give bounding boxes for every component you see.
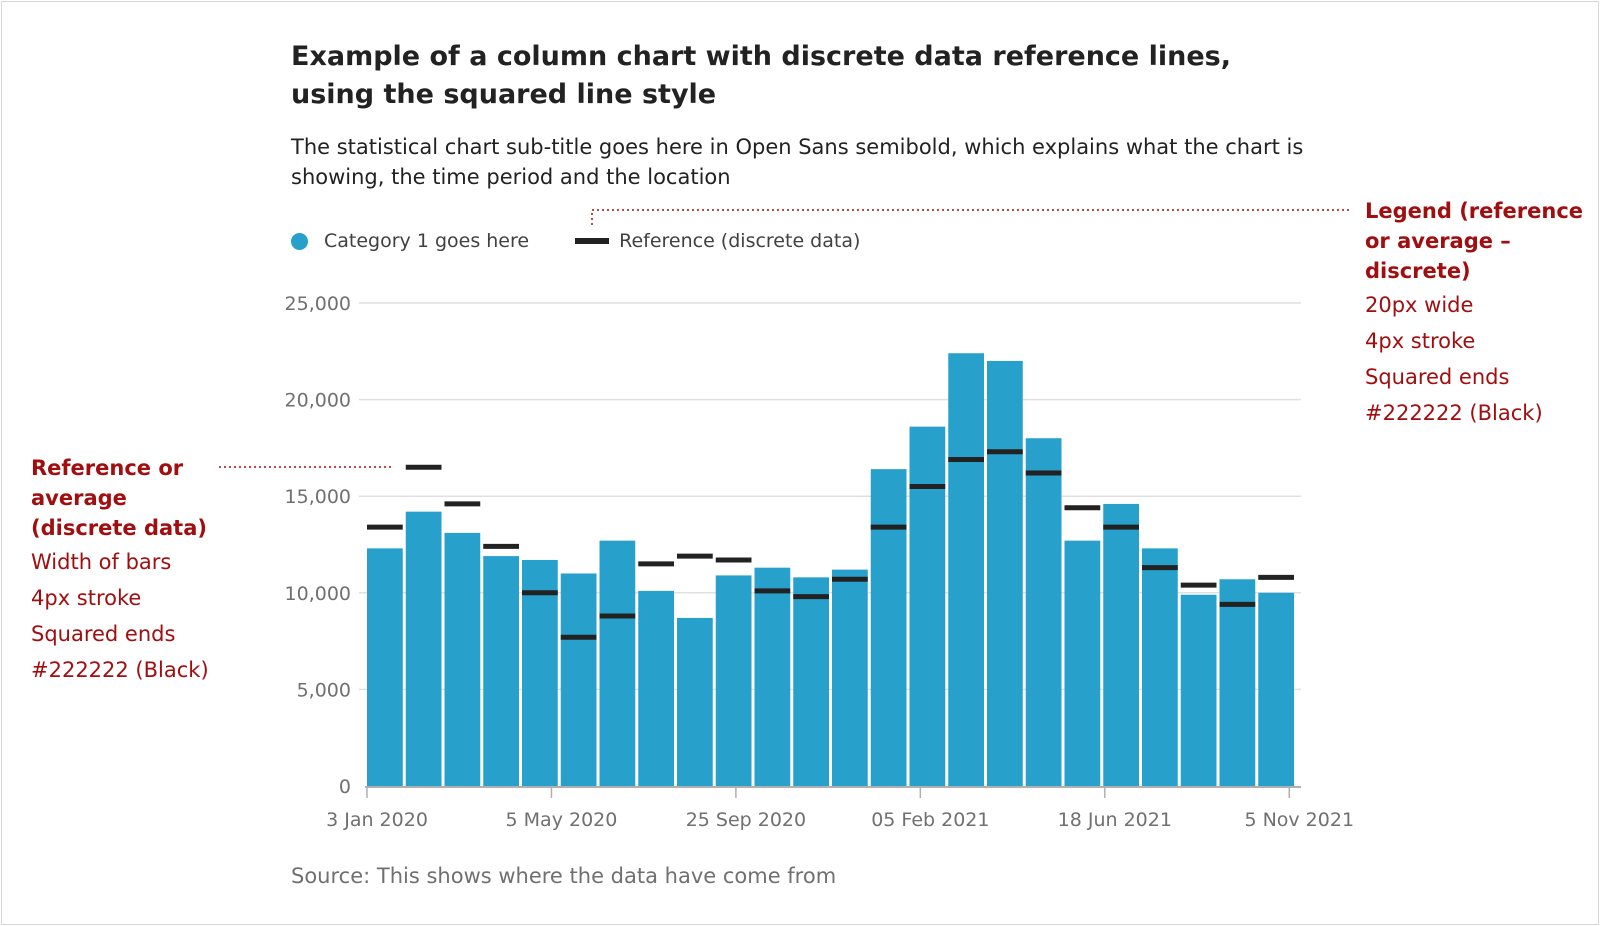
bar <box>1103 503 1139 786</box>
bar <box>1064 540 1101 786</box>
bar <box>1025 438 1062 786</box>
bar <box>599 540 636 786</box>
annotation-right-line: 20px wide <box>1365 293 1474 317</box>
annotation-right-heading: Legend (reference or average – discrete) <box>1365 199 1584 283</box>
y-tick-label: 20,000 <box>285 390 351 412</box>
legend-swatch-category-1 <box>291 232 308 250</box>
x-tick-label: 3 Jan 2020 <box>326 809 428 831</box>
bar <box>987 360 1023 786</box>
bar <box>444 532 481 786</box>
bar <box>1142 548 1178 786</box>
bar <box>1180 594 1217 786</box>
annotation-right-line: #222222 (Black) <box>1365 401 1543 425</box>
bar <box>832 569 868 786</box>
y-tick-label: 10,000 <box>285 583 351 605</box>
annotation-left-line: 4px stroke <box>31 586 142 610</box>
bar <box>793 577 829 786</box>
x-tick-label: 5 May 2020 <box>506 809 618 831</box>
chart-title: Example of a column chart with discrete … <box>291 41 1232 110</box>
x-tick-label: 25 Sep 2020 <box>686 809 806 831</box>
bar <box>677 617 713 786</box>
bar <box>909 426 946 786</box>
x-tick-label: 18 Jun 2021 <box>1058 809 1172 831</box>
bar <box>715 575 752 786</box>
annotation-left-line: Width of bars <box>31 550 172 574</box>
legend-label-category-1: Category 1 goes here <box>324 230 530 252</box>
y-tick-label: 15,000 <box>285 486 351 508</box>
legend-label-reference: Reference (discrete data) <box>619 230 861 252</box>
annotation-left-line: Squared ends <box>31 622 176 646</box>
x-tick-label: 05 Feb 2021 <box>871 809 989 831</box>
bar <box>870 469 907 786</box>
source-note: Source: This shows where the data have c… <box>291 864 837 888</box>
bar <box>1219 579 1256 786</box>
bar <box>948 353 984 786</box>
annotation-left-line: #222222 (Black) <box>31 658 209 682</box>
bar <box>522 559 558 786</box>
bar <box>754 567 791 786</box>
annotation-right-line: Squared ends <box>1365 365 1510 389</box>
bar <box>638 590 674 786</box>
x-tick-label: 5 Nov 2021 <box>1244 809 1354 831</box>
annotation-leader-right <box>591 209 1350 225</box>
chart-subtitle: The statistical chart sub-title goes her… <box>291 135 1304 189</box>
legend-swatch-reference <box>575 238 610 244</box>
annotation-left: Reference or average (discrete data) Wid… <box>31 453 221 685</box>
bar <box>1258 592 1294 786</box>
bar <box>367 548 403 786</box>
annotation-right: Legend (reference or average – discrete)… <box>1365 196 1595 428</box>
y-tick-label: 0 <box>339 776 351 798</box>
bar <box>560 573 597 786</box>
bar <box>483 556 519 786</box>
annotation-right-line: 4px stroke <box>1365 329 1476 353</box>
y-tick-label: 5,000 <box>297 679 351 701</box>
legend: Category 1 goes here Reference (discrete… <box>291 230 860 252</box>
annotation-left-heading: Reference or average (discrete data) <box>31 456 207 540</box>
bar <box>405 511 442 786</box>
y-tick-label: 25,000 <box>285 293 351 315</box>
